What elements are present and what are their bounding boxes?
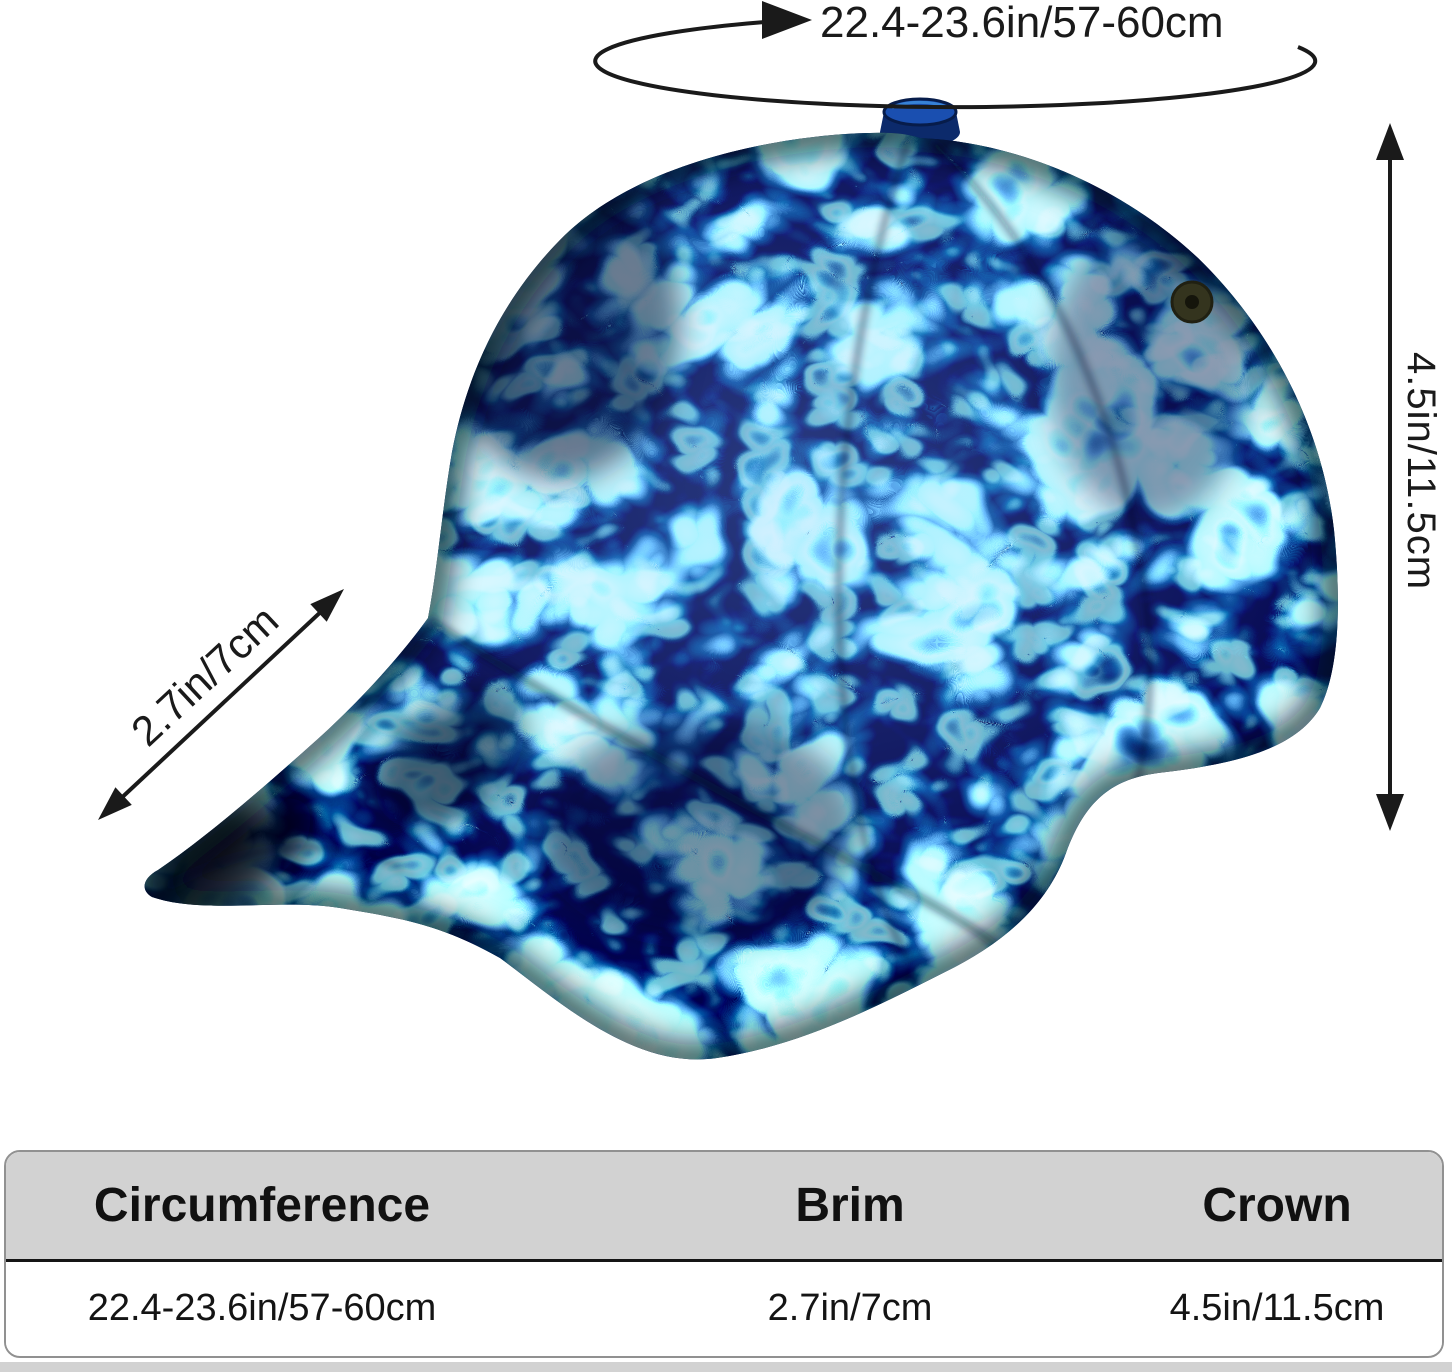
bottom-gray-strip — [0, 1362, 1452, 1372]
circumference-arrow-icon — [593, 1, 1318, 110]
size-table-header-row: Circumference Brim Crown — [6, 1152, 1442, 1262]
value-cell-circumference: 22.4-23.6in/57-60cm — [87, 1287, 437, 1329]
cap-eyelet — [1170, 280, 1214, 324]
crown-height-arrow-icon — [1376, 123, 1404, 831]
value-cell-crown: 4.5in/11.5cm — [1169, 1287, 1385, 1329]
size-table-value-row: 22.4-23.6in/57-60cm 2.7in/7cm 4.5in/11.5… — [6, 1262, 1442, 1355]
brim-length-arrow-icon — [98, 589, 344, 820]
header-cell-circumference: Circumference — [93, 1179, 431, 1232]
value-cell-brim: 2.7in/7cm — [767, 1287, 933, 1329]
header-cell-crown: Crown — [1202, 1179, 1352, 1232]
circumference-label: 22.4-23.6in/57-60cm — [820, 0, 1224, 47]
size-table: Circumference Brim Crown 22.4-23.6in/57-… — [4, 1150, 1444, 1358]
cap-flame-texture — [144, 132, 1338, 1060]
crown-height-label: 4.5in/11.5cm — [1399, 352, 1443, 591]
header-cell-brim: Brim — [795, 1179, 905, 1232]
